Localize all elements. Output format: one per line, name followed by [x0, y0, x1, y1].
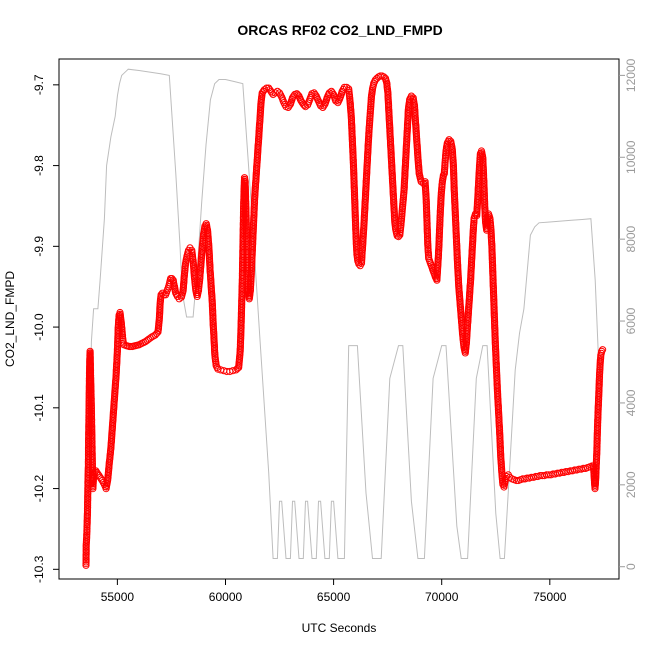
right-tick-label: 0 — [624, 563, 638, 570]
plot-frame — [58, 58, 620, 580]
x-axis-label: UTC Seconds — [302, 621, 377, 635]
data-point — [439, 171, 447, 179]
right-tick-label: 12000 — [624, 58, 638, 92]
data-point — [325, 89, 333, 97]
x-axis: 55000 60000 65000 70000 75000 — [101, 579, 567, 604]
x-tick-label: 60000 — [209, 590, 243, 604]
y-tick-label: -10.1 — [32, 394, 46, 422]
y-tick-label: -10.0 — [32, 313, 46, 341]
right-tick-label: 2000 — [624, 471, 638, 498]
data-point — [229, 367, 237, 375]
y-tick-label: -9.8 — [32, 155, 46, 176]
data-point — [512, 476, 520, 485]
right-tick-label: 4000 — [624, 389, 638, 416]
right-tick-label: 6000 — [624, 307, 638, 334]
data-point — [394, 233, 403, 241]
data-point — [579, 464, 587, 472]
data-point — [598, 347, 606, 355]
data-point — [599, 346, 607, 354]
data-point — [317, 102, 325, 110]
plot-area — [82, 68, 607, 569]
x-tick-label: 70000 — [425, 590, 459, 604]
data-point — [300, 101, 308, 110]
y-tick-label: -10.3 — [32, 555, 46, 583]
y-tick-label: -9.9 — [32, 236, 46, 257]
x-tick-label: 55000 — [101, 590, 135, 604]
data-point — [168, 275, 176, 283]
right-axis: 0 2000 4000 6000 8000 10000 12000 — [619, 58, 638, 570]
data-point — [260, 86, 268, 94]
y-axis-label: CO2_LND_FMPD — [3, 271, 17, 367]
altitude-line — [86, 68, 605, 559]
y-tick-label: -9.7 — [32, 74, 46, 95]
right-tick-label: 10000 — [624, 140, 638, 174]
chart-title: ORCAS RF02 CO2_LND_FMPD — [237, 22, 442, 38]
x-tick-label: 65000 — [317, 590, 351, 604]
data-point — [506, 473, 514, 481]
data-point — [299, 100, 307, 108]
y-tick-label: -10.2 — [32, 475, 46, 503]
right-tick-label: 8000 — [624, 225, 638, 252]
y-axis: -10.3 -10.2 -10.1 -10.0 -9.9 -9.8 -9.7 — [32, 74, 59, 583]
x-tick-label: 75000 — [533, 590, 567, 604]
